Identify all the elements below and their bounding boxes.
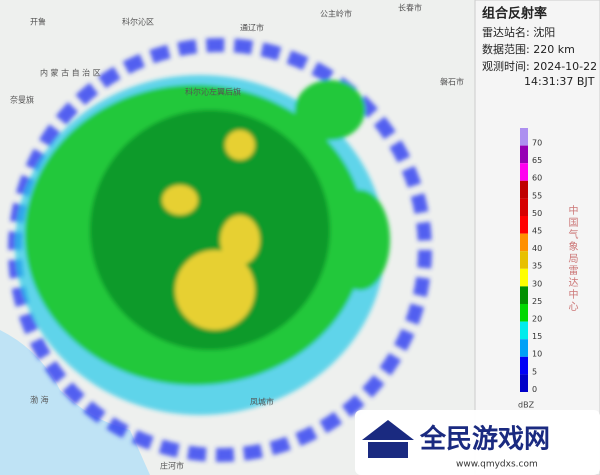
legend-label: 10 — [532, 350, 542, 359]
legend-swatch — [520, 339, 528, 357]
place-label: 科尔沁左翼后旗 — [185, 87, 241, 97]
legend-label: 0 — [532, 385, 537, 394]
place-label: 公主岭市 — [320, 9, 352, 19]
watermark-logo-base — [368, 442, 408, 458]
legend-swatch — [520, 128, 528, 146]
place-label: 庄河市 — [160, 461, 184, 471]
legend-swatch — [520, 268, 528, 287]
place-label: 磐石市 — [440, 77, 464, 87]
watermark-url: www.qmydxs.com — [456, 460, 538, 470]
time: 观测时间: 2024-10-22 — [482, 60, 597, 73]
legend-label: 20 — [532, 314, 542, 323]
place-label: 科尔沁区 — [122, 17, 154, 27]
legend-swatch — [520, 180, 528, 199]
place-label: 凤城市 — [250, 397, 274, 407]
legend-swatch — [520, 356, 528, 375]
place-label: 开鲁 — [30, 17, 46, 27]
legend-swatch — [520, 321, 528, 340]
legend-label: 40 — [532, 244, 542, 253]
legend-label: 60 — [532, 174, 542, 183]
legend-swatch — [520, 233, 528, 252]
panel-title: 组合反射率 — [482, 6, 547, 22]
place-label: 渤 海 — [30, 395, 49, 405]
watermark-logo — [362, 420, 414, 440]
legend-swatch — [520, 163, 528, 181]
agency: 中国气象局雷达中心 — [566, 204, 578, 313]
legend-swatch — [520, 216, 528, 234]
unit: dBZ — [518, 401, 535, 410]
watermark-box — [355, 410, 600, 475]
legend-label: 15 — [532, 332, 542, 341]
watermark-name: 全民游戏网 — [419, 424, 550, 455]
legend-swatch — [520, 374, 528, 392]
legend-label: 45 — [532, 226, 542, 235]
legend-swatch — [520, 145, 528, 164]
place-label: 通辽市 — [240, 23, 264, 33]
info-panel — [474, 0, 600, 475]
range: 数据范围: 220 km — [482, 42, 575, 56]
station: 雷达站名: 沈阳 — [482, 25, 555, 39]
place-label: 内 蒙 古 自 治 区 — [40, 68, 101, 78]
legend-label: 65 — [532, 156, 542, 165]
place-label: 奈曼旗 — [10, 95, 34, 105]
legend-swatch — [520, 198, 528, 216]
legend-label: 55 — [532, 191, 542, 200]
legend-label: 25 — [532, 297, 542, 306]
time-2: 14:31:37 BJT — [524, 75, 595, 88]
place-label: 长春市 — [398, 3, 422, 13]
legend-label: 50 — [532, 209, 542, 218]
legend-swatch — [520, 304, 528, 322]
legend-swatch — [520, 251, 528, 269]
legend-swatch — [520, 286, 528, 304]
radar-echo — [8, 38, 432, 462]
legend-label: 70 — [532, 138, 542, 147]
legend-label: 30 — [532, 279, 542, 288]
sea — [0, 330, 150, 475]
legend-label: 5 — [532, 367, 537, 376]
legend-label: 35 — [532, 262, 542, 271]
